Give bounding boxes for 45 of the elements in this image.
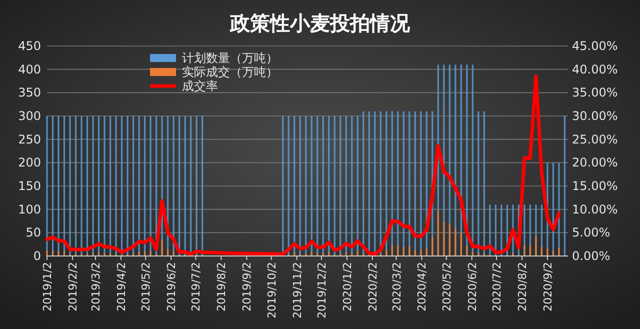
x-tick-label: 2020/2/2 — [366, 262, 380, 312]
y-tick-label: 250 — [18, 132, 41, 146]
y-tick-label: 200 — [18, 156, 41, 170]
chart-title: 政策性小麦投拍情况 — [229, 11, 411, 35]
x-tick-label: 2019/5/2 — [140, 262, 153, 312]
x-tick-label: 2019/1/2 — [41, 262, 54, 312]
y-tick-label: 300 — [18, 109, 41, 123]
y-tick-label: 0 — [33, 249, 41, 263]
y2-tick-label: 40.00% — [572, 62, 618, 76]
x-tick-label: 2020/7/2 — [490, 262, 504, 312]
y-tick-label: 350 — [18, 86, 41, 100]
y-tick-label: 100 — [18, 202, 41, 216]
x-tick-label: 2019/9/2 — [240, 262, 254, 312]
y-tick-label: 450 — [18, 39, 41, 53]
x-tick-label: 2019/10/2 — [265, 262, 278, 318]
y2-tick-label: 30.00% — [572, 109, 618, 123]
legend-label: 实际成交（万吨） — [182, 65, 278, 79]
y-tick-label: 50 — [26, 226, 41, 240]
y2-tick-label: 20.00% — [572, 156, 618, 170]
x-tick-label: 2020/6/2 — [466, 262, 479, 312]
y-tick-label: 400 — [18, 62, 41, 76]
x-tick-label: 2019/4/2 — [114, 262, 128, 312]
y2-tick-label: 15.00% — [572, 179, 618, 193]
x-tick-label: 2020/5/2 — [440, 262, 454, 312]
y2-tick-label: 45.00% — [572, 39, 618, 53]
legend-label: 成交率 — [182, 79, 218, 93]
y2-tick-label: 25.00% — [572, 132, 618, 146]
x-tick-label: 2019/7/2 — [190, 262, 203, 312]
y2-tick-label: 10.00% — [572, 202, 618, 216]
x-tick-label: 2020/3/2 — [390, 262, 404, 312]
y2-tick-label: 35.00% — [572, 86, 618, 100]
x-tick-label: 2019/3/2 — [89, 262, 102, 312]
x-tick-label: 2019/12/2 — [315, 262, 328, 318]
legend-label: 计划数量（万吨） — [182, 51, 278, 65]
x-tick-label: 2020/4/2 — [416, 262, 429, 312]
x-tick-label: 2019/8/2 — [215, 262, 228, 312]
x-tick-label: 2019/11/2 — [290, 262, 304, 318]
x-tick-label: 2019/6/2 — [165, 262, 178, 312]
y2-tick-label: 0.00% — [572, 249, 610, 263]
x-tick-label: 2020/8/2 — [516, 262, 529, 312]
y2-tick-label: 5.00% — [572, 226, 610, 240]
x-tick-label: 2020/1/2 — [340, 262, 354, 312]
x-tick-label: 2020/9/2 — [541, 262, 554, 312]
y-tick-label: 150 — [18, 179, 41, 193]
x-tick-label: 2019/2/2 — [66, 262, 80, 312]
